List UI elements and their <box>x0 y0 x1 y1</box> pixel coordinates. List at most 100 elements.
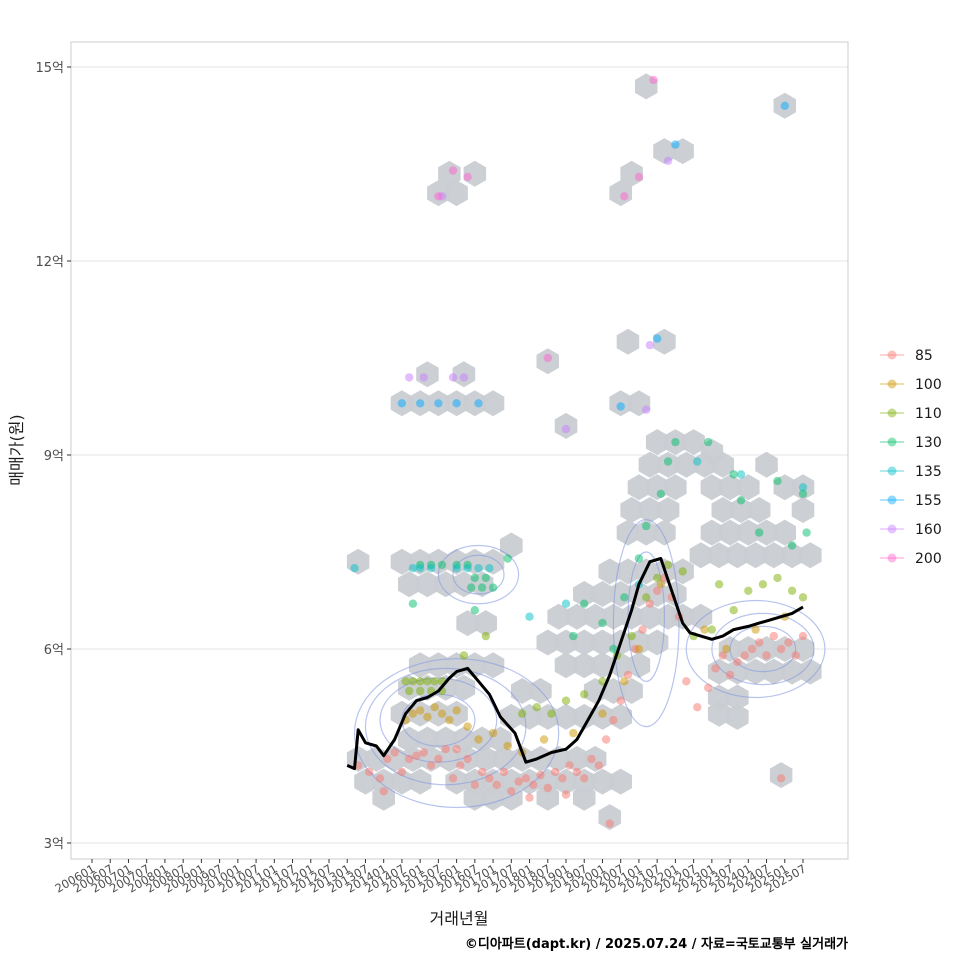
hexbin-cell <box>456 610 479 637</box>
data-point-130 <box>609 644 618 654</box>
data-point-85 <box>711 664 720 673</box>
data-point-85 <box>456 761 465 770</box>
hexbin-cell <box>598 804 621 831</box>
hexbin-cell <box>635 519 658 546</box>
density-contour <box>353 658 560 809</box>
hexbin-cell <box>536 629 559 656</box>
data-point-85 <box>638 625 647 634</box>
hexbin-cell <box>762 542 786 569</box>
hexbin-cell <box>707 700 731 727</box>
data-point-100 <box>700 625 709 634</box>
data-point-100 <box>598 709 607 718</box>
legend-label-100: 100 <box>915 377 942 393</box>
hexbin-cell <box>481 390 505 417</box>
hexbin-cell <box>616 328 640 355</box>
hexbin-cell <box>573 652 596 679</box>
y-tick-label: 3억 <box>44 837 64 852</box>
data-point-85 <box>492 780 501 789</box>
hexbin-cell <box>445 180 468 207</box>
data-point-155 <box>671 140 680 149</box>
hexbin-cell <box>780 542 804 569</box>
hexbin-cell <box>799 658 822 685</box>
data-point-100 <box>437 709 447 718</box>
density-contour <box>612 519 680 728</box>
hexbin-cell <box>718 519 742 546</box>
hexbin-cell <box>638 451 662 478</box>
data-point-155 <box>653 334 662 343</box>
data-point-85 <box>776 644 786 654</box>
data-point-100 <box>423 712 432 722</box>
hexbin-cell <box>682 429 705 456</box>
hexbin-cell <box>656 497 680 523</box>
hexbin-cell <box>591 768 614 795</box>
data-point-200 <box>448 166 458 175</box>
data-point-110 <box>744 586 753 595</box>
data-point-135 <box>463 564 472 573</box>
data-point-85 <box>791 651 800 660</box>
hexbin-cell <box>434 571 457 598</box>
hexbin-cell <box>755 519 778 546</box>
caption: ©디아파트(dapt.kr) / 2025.07.24 / 자료=국토교통부 실… <box>465 936 848 952</box>
hexbin-cell <box>408 652 432 679</box>
data-point-110 <box>401 677 410 686</box>
data-point-135 <box>474 564 483 573</box>
hexbin-cell <box>744 542 767 569</box>
data-point-110 <box>714 580 724 589</box>
hexbin-cell <box>707 542 731 569</box>
data-point-100 <box>430 703 439 712</box>
data-point-155 <box>397 399 407 408</box>
data-point-100 <box>656 580 665 589</box>
data-point-85 <box>762 651 771 660</box>
data-point-85 <box>448 774 458 783</box>
data-point-155 <box>416 399 425 408</box>
data-point-110 <box>773 573 782 583</box>
hexbin-cell <box>481 652 505 679</box>
hexbin-cell <box>573 703 596 730</box>
hexbin-cell <box>536 784 559 811</box>
data-point-85 <box>434 754 443 764</box>
data-point-130 <box>477 583 487 592</box>
data-point-100 <box>463 722 472 731</box>
hexbin-cell <box>718 474 742 501</box>
data-point-155 <box>434 399 443 408</box>
hexbin-cell <box>500 532 523 559</box>
data-point-135 <box>350 564 359 573</box>
data-point-130 <box>598 618 607 628</box>
data-point-130 <box>736 496 746 505</box>
density-contour <box>685 599 826 699</box>
data-point-85 <box>375 774 385 783</box>
hexbin-cell <box>598 558 621 585</box>
data-point-100 <box>452 706 461 715</box>
y-axis: 3억 6억 9억 12억 15억 <box>35 61 71 852</box>
hexbin-cell <box>627 474 651 501</box>
y-axis-title: 매매가(원) <box>7 414 26 485</box>
legend-key-100 <box>887 379 897 389</box>
data-point-85 <box>580 774 589 783</box>
data-point-130 <box>729 470 738 479</box>
hexbin-cell <box>638 497 662 523</box>
data-point-130 <box>620 593 629 602</box>
data-point-110 <box>459 651 469 660</box>
x-axis-title: 거래년월 <box>430 909 489 928</box>
hexbin-cell <box>452 674 476 701</box>
hexbin-cell <box>737 519 760 546</box>
data-point-130 <box>787 541 797 550</box>
data-point-130 <box>470 606 479 615</box>
data-point-85 <box>397 767 407 777</box>
hexbin-cell <box>645 429 669 456</box>
data-point-85 <box>733 657 742 667</box>
data-point-85 <box>565 761 574 770</box>
data-point-100 <box>539 735 549 744</box>
hexbin-cell <box>689 542 713 569</box>
data-point-110 <box>642 593 651 602</box>
data-point-85 <box>514 777 523 786</box>
data-point-85 <box>704 683 713 692</box>
data-point-85 <box>419 748 428 757</box>
data-point-100 <box>408 709 418 718</box>
data-point-155 <box>452 399 461 408</box>
hexbin-cell <box>616 558 640 585</box>
data-point-155 <box>780 101 789 111</box>
data-point-160 <box>405 373 414 382</box>
data-point-110 <box>758 580 768 589</box>
